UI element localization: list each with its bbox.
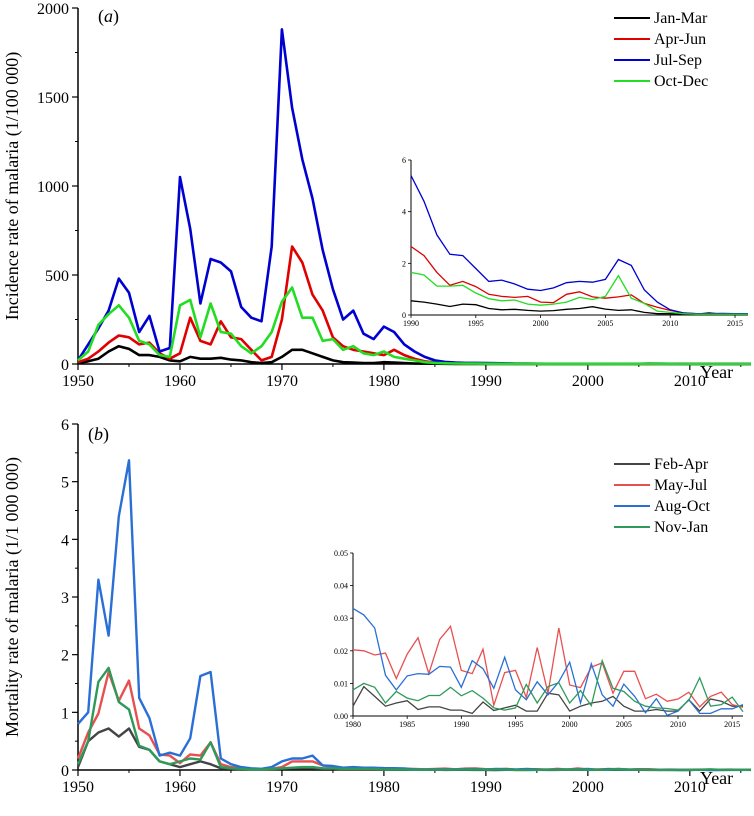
panel-letter: b xyxy=(94,424,103,444)
y-axis-label: Incidence rate of malaria (1/100 000) xyxy=(2,52,23,320)
inset-y-tick-label: 0.00 xyxy=(334,712,348,721)
inset-series-line-may-jul xyxy=(352,624,744,708)
y-tick-label: 0 xyxy=(61,763,69,780)
inset-y-tick-label: 4 xyxy=(402,208,406,217)
inset-y-tick-label: 0.04 xyxy=(334,582,348,591)
panel-b-mortality: 1950 1960 1970 1980 1990 2000 2010 0 1 2 3 4 5 6 (b) Ye… xyxy=(2,417,752,796)
x-tick-label: 1990 xyxy=(470,779,502,796)
y-tick-label: 500 xyxy=(45,268,69,285)
inset-chart: 1990 1995 2000 2005 2010 2015 0 2 4 6 xyxy=(402,156,748,328)
inset-x-tick-label: 1995 xyxy=(508,720,524,729)
inset-series-line-oct-dec xyxy=(410,271,748,315)
y-tick-label: 5 xyxy=(61,475,69,492)
inset-x-tick-label: 1985 xyxy=(399,720,415,729)
x-tick-label: 1980 xyxy=(368,373,400,390)
inset-x-tick-label: 1995 xyxy=(468,319,484,328)
x-tick-label: 1960 xyxy=(164,779,196,796)
x-tick-label: 1970 xyxy=(266,779,298,796)
legend-label: Jan-Mar xyxy=(654,10,708,27)
y-tick-label: 2 xyxy=(61,648,69,665)
x-tick-label: 1980 xyxy=(368,779,400,796)
legend-label: Nov-Jan xyxy=(654,519,708,536)
panel-label: (b) xyxy=(88,424,109,445)
x-tick-label: 1950 xyxy=(62,373,94,390)
legend-label: Oct-Dec xyxy=(654,73,708,90)
inset-chart: 1980 1985 1990 1995 2000 2005 2010 2015 0.00 0.01… xyxy=(334,549,744,729)
inset-x-tick-label: 2005 xyxy=(597,319,613,328)
y-tick-label: 1500 xyxy=(37,90,69,107)
inset-x-tick-label: 1980 xyxy=(345,720,361,729)
inset-series-line-apr-jun xyxy=(410,245,748,315)
panel-label: (a) xyxy=(98,6,119,27)
inset-series-line-aug-oct xyxy=(352,607,744,717)
y-tick-label: 0 xyxy=(61,357,69,374)
inset-x-tick-label: 2010 xyxy=(670,720,686,729)
legend-label: May-Jul xyxy=(654,477,708,494)
inset-y-tick-label: 0.05 xyxy=(334,549,348,558)
inset-series-line-nov-jan xyxy=(352,658,744,713)
y-tick-label: 2000 xyxy=(37,1,69,18)
inset-x-tick-label: 2015 xyxy=(727,319,743,328)
x-tick-label: 2010 xyxy=(674,779,706,796)
x-tick-label: 1960 xyxy=(164,373,196,390)
y-axis-label: Mortality rate of malaria (1/1 000 000) xyxy=(2,457,23,737)
inset-x-tick-label: 1990 xyxy=(403,319,419,328)
inset-y-tick-label: 0.03 xyxy=(334,614,348,623)
y-tick-label: 3 xyxy=(61,590,69,607)
x-tick-label: 1990 xyxy=(470,373,502,390)
x-tick-label: 2000 xyxy=(572,779,604,796)
series-line-nov-jan xyxy=(76,666,752,772)
panel-a-incidence: 1950 1960 1970 1980 1990 2000 2010 0 500 1000 1500… xyxy=(2,1,751,390)
inset-x-tick-label: 2005 xyxy=(616,720,632,729)
series-line-oct-dec xyxy=(77,286,751,366)
y-tick-label: 4 xyxy=(61,532,69,549)
inset-y-tick-label: 0.02 xyxy=(334,647,348,656)
x-tick-label: 1970 xyxy=(266,373,298,390)
legend-label: Feb-Apr xyxy=(654,456,709,473)
inset-x-tick-label: 2000 xyxy=(562,720,578,729)
inset-y-tick-label: 0.01 xyxy=(334,679,348,688)
y-tick-label: 6 xyxy=(61,417,69,434)
y-tick-label: 1000 xyxy=(37,179,69,196)
panel-letter: a xyxy=(104,6,113,26)
y-tick-label: 1 xyxy=(61,705,69,722)
inset-y-tick-label: 6 xyxy=(402,156,406,165)
legend-label: Jul-Sep xyxy=(654,52,702,69)
inset-series-line-jan-mar xyxy=(410,300,748,315)
inset-x-tick-label: 2015 xyxy=(724,720,740,729)
legend-label: Apr-Jun xyxy=(654,31,706,48)
inset-x-tick-label: 2000 xyxy=(533,319,549,328)
x-tick-label: 2000 xyxy=(572,373,604,390)
inset-x-tick-label: 2010 xyxy=(662,319,678,328)
x-axis-label: Year xyxy=(700,362,733,382)
x-axis-label: Year xyxy=(700,768,733,788)
inset-x-tick-label: 1990 xyxy=(453,720,469,729)
x-tick-label: 1950 xyxy=(62,779,94,796)
inset-y-tick-label: 2 xyxy=(402,259,406,268)
inset-y-tick-label: 0 xyxy=(402,311,406,320)
inset-series-line-jul-sep xyxy=(410,175,748,315)
x-tick-label: 2010 xyxy=(674,373,706,390)
legend-label: Aug-Oct xyxy=(654,498,711,515)
